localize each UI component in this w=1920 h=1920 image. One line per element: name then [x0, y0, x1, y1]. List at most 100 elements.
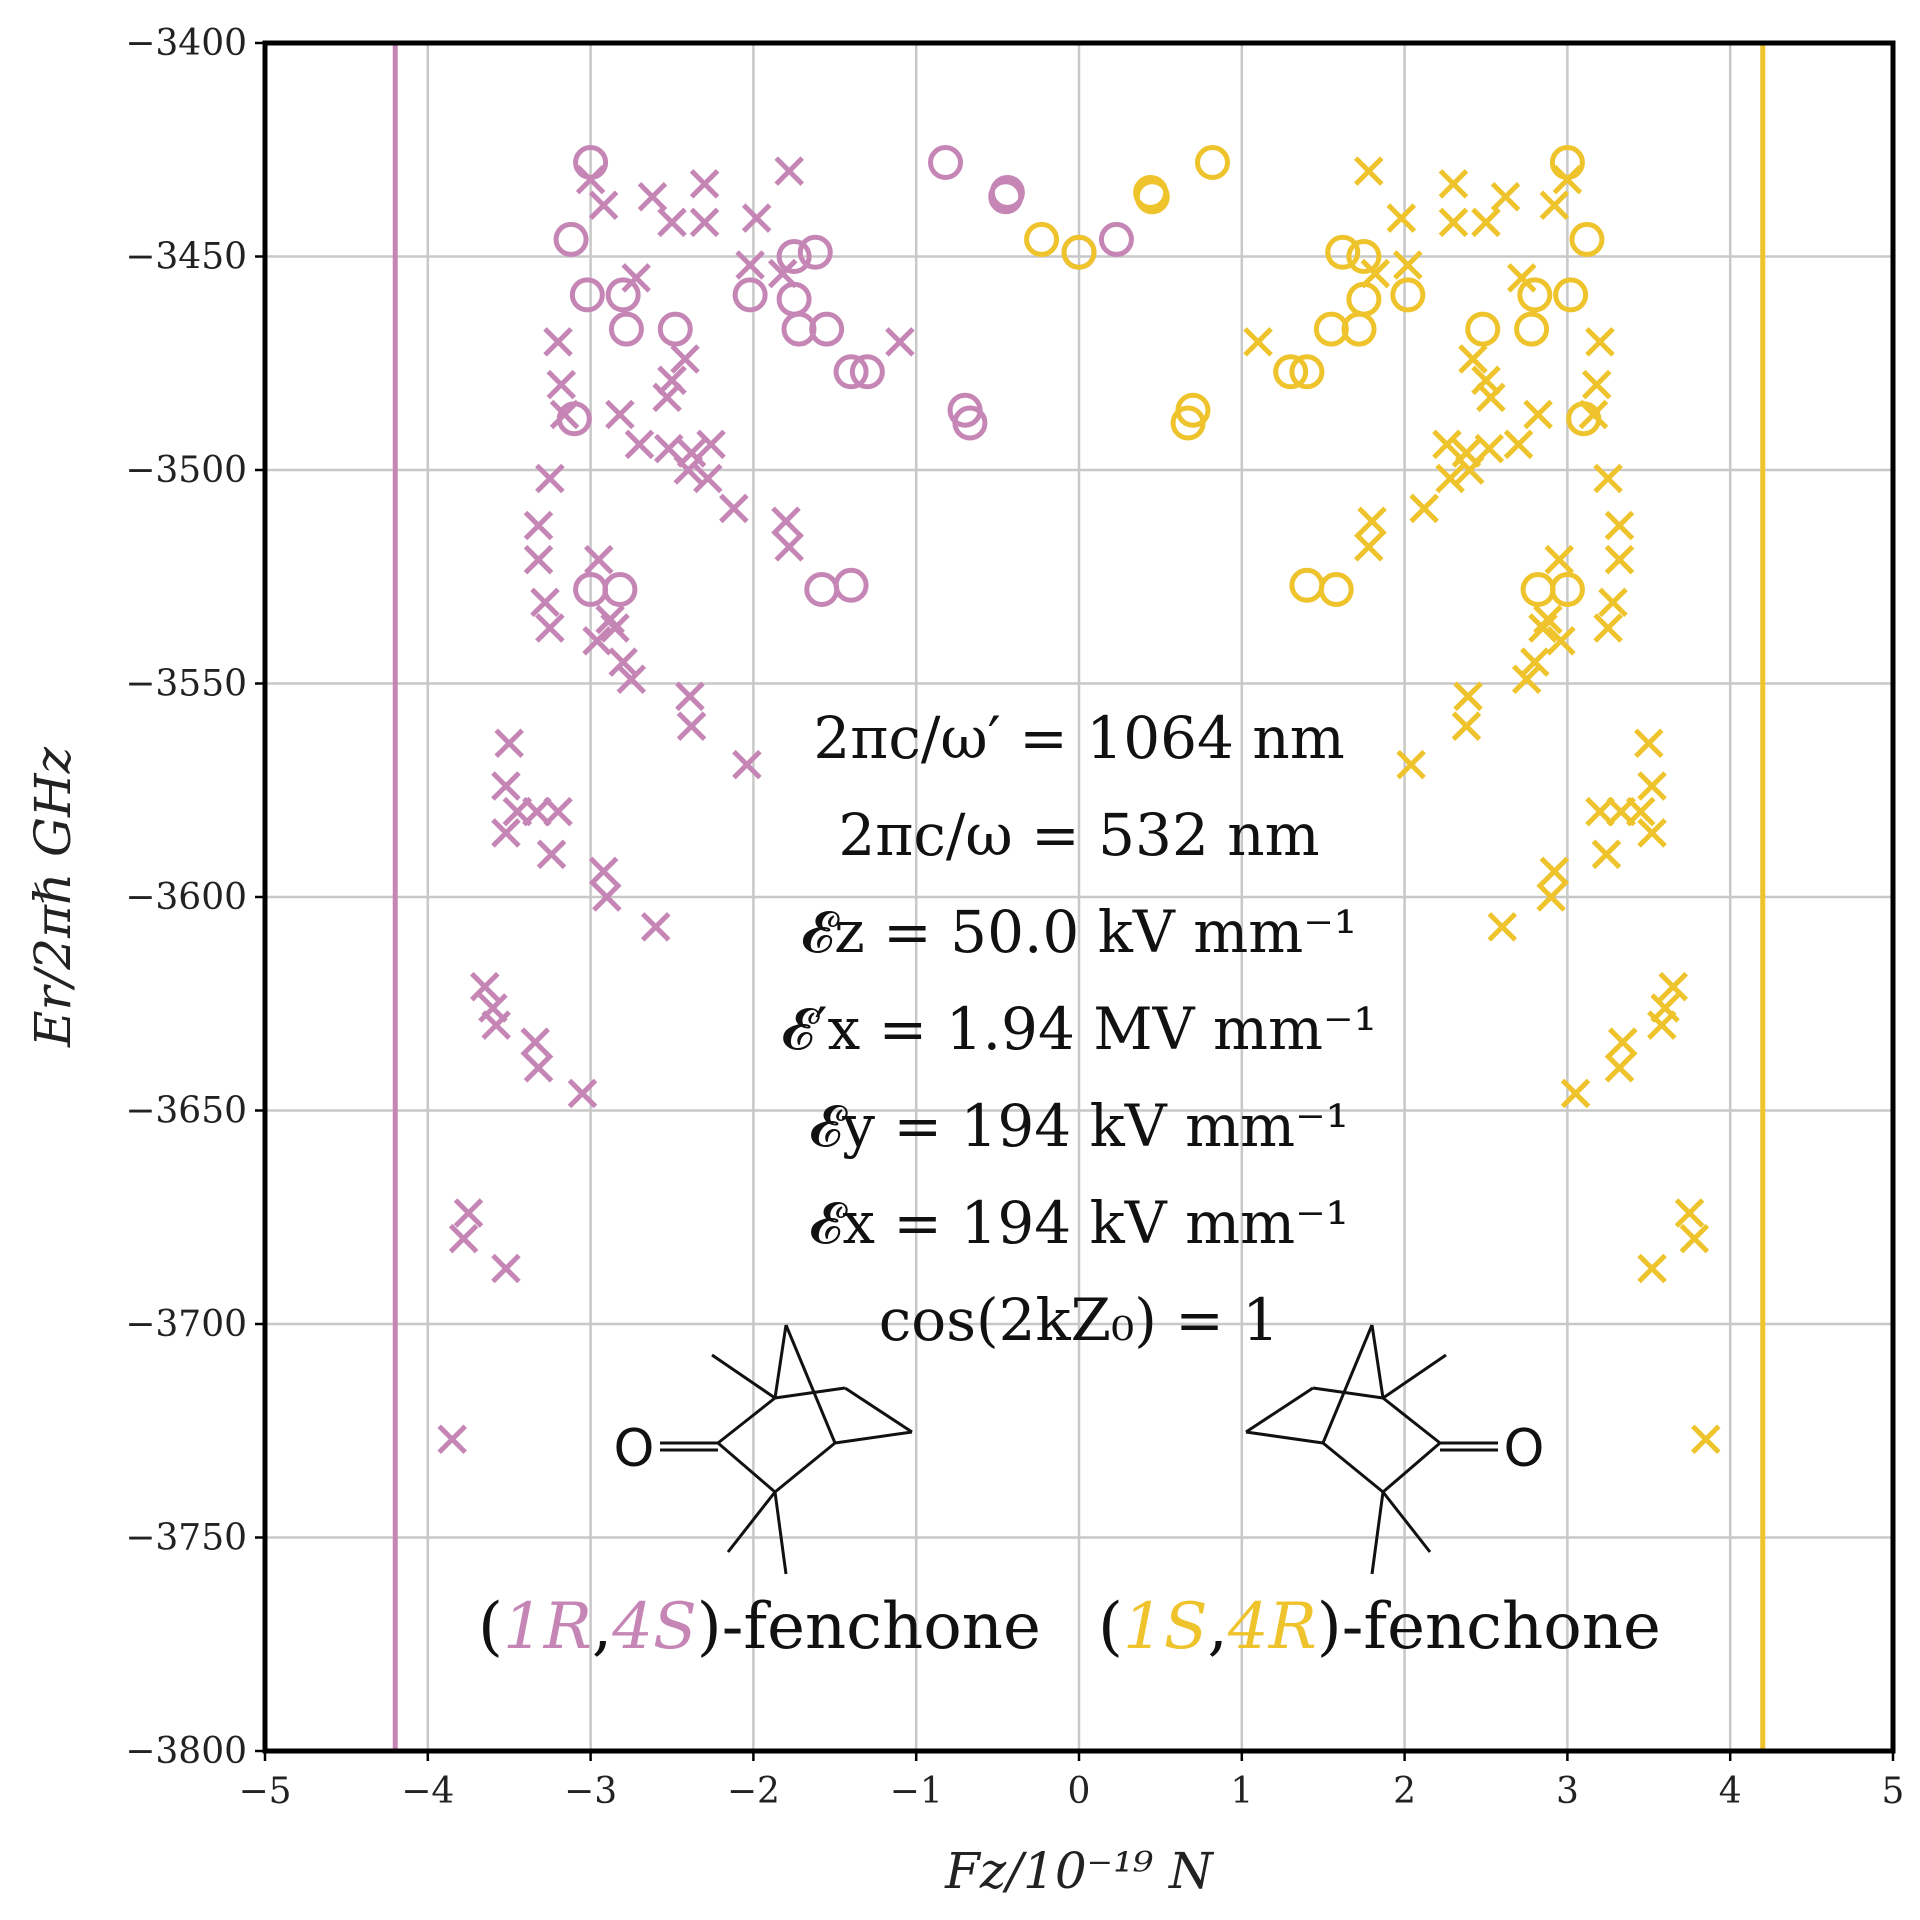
data-point-circle: [1289, 567, 1325, 603]
x-axis-label: Fz/10⁻¹⁹ N: [944, 1842, 1215, 1900]
y-tick-label: −3800: [125, 1731, 247, 1772]
data-point-cross: [1451, 711, 1482, 741]
data-point-cross: [670, 344, 700, 374]
data-point-cross: [605, 399, 635, 430]
data-point-cross: [1637, 1253, 1667, 1284]
data-point-cross: [520, 1027, 551, 1057]
annotation-block: 2πc/ω′ = 1064 nm 2πc/ω = 532 nm 𝓔z = 50.…: [781, 704, 1377, 1354]
data-point-cross: [583, 544, 614, 575]
data-point-circle: [1346, 239, 1382, 274]
data-point-cross: [1539, 856, 1570, 887]
data-point-cross: [522, 796, 552, 827]
annotation-line: 𝓔y = 194 kV mm⁻¹: [809, 1092, 1349, 1160]
data-point-cross: [1606, 796, 1636, 827]
data-point-cross: [616, 664, 647, 694]
label-suffix: )-fenchone: [1317, 1590, 1661, 1664]
data-point-cross: [1634, 728, 1664, 759]
label-config-2: 4R: [1227, 1590, 1317, 1664]
data-point-cross: [1476, 382, 1506, 413]
data-point-cross: [1604, 1053, 1635, 1083]
data-point-cross: [1539, 190, 1570, 221]
data-point-cross: [771, 506, 801, 537]
data-point-cross: [1243, 327, 1273, 357]
data-point-cross: [1523, 399, 1553, 430]
data-point-cross: [774, 532, 804, 562]
data-point-circle: [1390, 277, 1426, 313]
data-point-circle: [732, 277, 768, 313]
data-point-cross: [1396, 749, 1426, 780]
annotation-line: cos(2kZ₀) = 1: [879, 1286, 1279, 1354]
data-point-circle: [1566, 401, 1602, 437]
data-point-cross: [523, 544, 554, 575]
data-point-cross: [624, 429, 655, 460]
x-tick-label: −5: [238, 1771, 291, 1812]
data-point-circle: [1517, 277, 1553, 313]
data-point-cross: [640, 912, 671, 942]
data-point-cross: [1432, 429, 1462, 460]
data-point-cross: [595, 604, 625, 635]
data-point-cross: [1544, 544, 1575, 575]
data-point-cross: [1593, 463, 1623, 494]
data-point-circle: [553, 221, 589, 257]
data-point-cross: [448, 1223, 479, 1254]
data-point-cross: [1598, 587, 1628, 618]
data-point-cross: [689, 207, 720, 238]
data-point-cross: [592, 882, 622, 912]
data-point-cross: [588, 856, 619, 887]
y-tick-label: −3550: [125, 664, 247, 705]
data-point-cross: [657, 365, 687, 396]
y-tick-label: −3500: [125, 450, 247, 491]
label-config-2: 4S: [611, 1590, 697, 1664]
data-point-circle: [1194, 145, 1230, 181]
data-point-cross: [600, 613, 630, 643]
data-point-circle: [1514, 311, 1550, 347]
molecule-label-left: (1R,4S)-fenchone: [478, 1590, 1041, 1664]
data-point-circle: [1289, 354, 1325, 390]
data-point-circle: [1346, 281, 1382, 317]
data-point-cross: [1679, 1223, 1710, 1254]
data-point-cross: [652, 382, 682, 413]
data-point-cross: [675, 681, 705, 712]
data-point-circle: [1569, 221, 1605, 257]
x-tick-label: −3: [564, 1771, 617, 1812]
data-point-cross: [1578, 399, 1609, 430]
data-point-circle: [776, 281, 812, 317]
annotation-line: 2πc/ω′ = 1064 nm: [813, 704, 1344, 772]
data-point-circle: [1273, 354, 1309, 390]
data-point-cross: [1438, 169, 1469, 199]
data-point-circle: [1133, 174, 1169, 210]
data-point-circle: [833, 354, 869, 390]
data-point-cross: [1503, 429, 1534, 460]
data-point-circle: [849, 354, 885, 390]
data-point-cross: [696, 429, 726, 460]
data-point-cross: [1435, 463, 1465, 494]
data-point-cross: [719, 493, 749, 524]
data-point-cross: [657, 207, 687, 238]
data-point-cross: [689, 169, 720, 199]
data-point-cross: [575, 164, 606, 195]
data-point-cross: [1409, 493, 1439, 524]
data-point-cross: [543, 327, 573, 357]
data-point-cross: [1354, 156, 1384, 186]
data-point-cross: [530, 587, 560, 618]
data-point-circle: [1098, 221, 1134, 257]
data-point-cross: [546, 369, 577, 400]
data-point-cross: [1607, 1027, 1638, 1057]
data-point-circle: [1520, 572, 1556, 608]
data-point-cross: [1511, 664, 1542, 694]
grid-lines: [263, 41, 1895, 1753]
atom-label: O: [1504, 1419, 1545, 1479]
data-point-cross: [549, 399, 580, 430]
annotation-line: 𝓔z = 50.0 kV mm⁻¹: [801, 898, 1357, 966]
x-tick-label: 0: [1068, 1771, 1091, 1812]
data-point-cross: [1520, 647, 1550, 677]
data-point-cross: [885, 327, 915, 357]
data-point-cross: [732, 749, 762, 780]
data-point-cross: [494, 728, 524, 759]
x-tick-label: −2: [727, 1771, 780, 1812]
y-tick-label: −3600: [125, 877, 247, 918]
label-config-1: 1R: [503, 1590, 592, 1664]
data-point-cross: [523, 1053, 554, 1083]
data-point-cross: [437, 1424, 467, 1455]
